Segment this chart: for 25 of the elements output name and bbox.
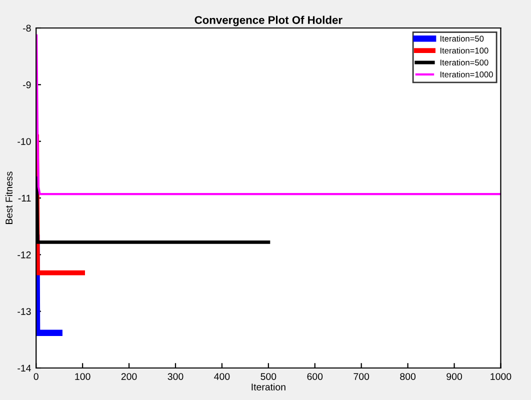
y-tick-label: -12 bbox=[18, 251, 31, 258]
x-tick-label: 400 bbox=[214, 373, 230, 380]
legend-label: Iteration=50 bbox=[440, 36, 484, 42]
y-tick-label: -9 bbox=[23, 81, 31, 88]
y-axis-title: Best Fitness bbox=[5, 172, 12, 224]
chart-title: Convergence Plot Of Holder bbox=[194, 16, 342, 26]
x-tick-label: 500 bbox=[260, 373, 276, 380]
x-tick-label: 200 bbox=[121, 373, 137, 380]
x-tick-label: 100 bbox=[75, 373, 90, 380]
legend-label: Iteration=100 bbox=[440, 47, 488, 54]
x-tick-label: 600 bbox=[307, 373, 323, 380]
y-tick-label: -14 bbox=[18, 364, 31, 372]
x-tick-label: 0 bbox=[34, 373, 38, 380]
y-tick-label: -13 bbox=[18, 308, 31, 315]
legend-label: Iteration=500 bbox=[440, 59, 488, 66]
x-tick-label: 1000 bbox=[490, 373, 512, 380]
x-tick-label: 300 bbox=[168, 373, 184, 380]
x-tick-label: 900 bbox=[446, 373, 462, 380]
legend-label: Iteration=1000 bbox=[440, 71, 493, 78]
x-tick-label: 700 bbox=[354, 373, 370, 380]
y-tick-label: -11 bbox=[18, 194, 31, 202]
x-axis-title: Iteration bbox=[252, 383, 286, 390]
x-tick-label: 800 bbox=[400, 373, 416, 380]
y-tick-label: -8 bbox=[23, 24, 31, 32]
y-tick-label: -10 bbox=[18, 138, 31, 145]
